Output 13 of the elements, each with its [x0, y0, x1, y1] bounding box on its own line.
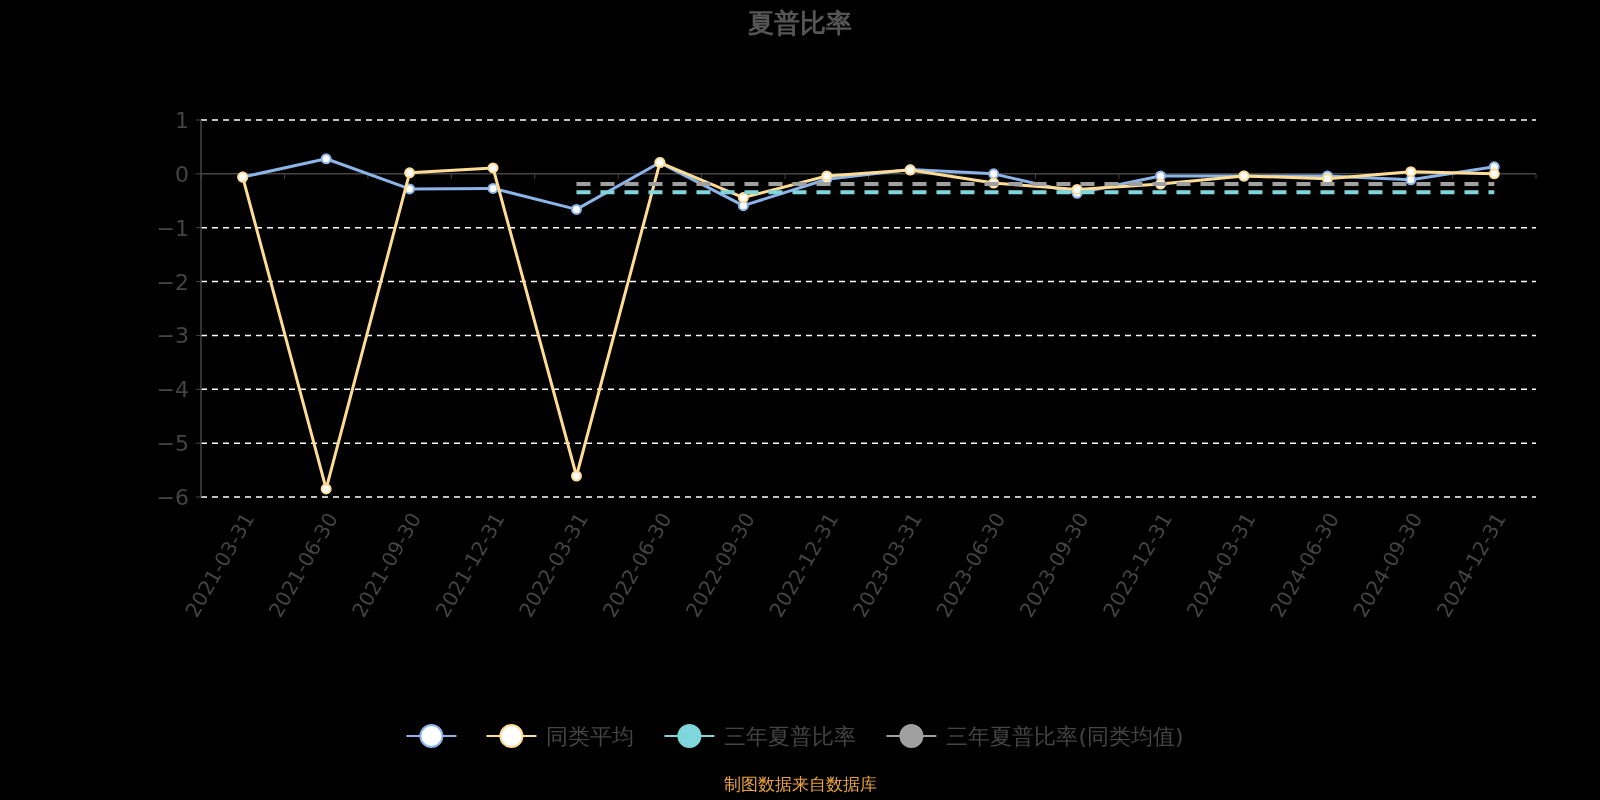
y-tick-label: 1: [175, 108, 189, 133]
legend-label: 三年夏普比率(同类均值): [946, 724, 1184, 749]
chart-title: 夏普比率: [747, 8, 852, 38]
y-tick-label: −6: [156, 485, 189, 510]
y-tick-label: −5: [156, 431, 189, 457]
y-tick-label: 0: [175, 161, 189, 187]
text: 制图数据来自数据库: [723, 774, 877, 794]
y-tick-label: −1: [156, 215, 189, 241]
y-tick-label: −4: [156, 377, 189, 403]
y-tick-label: −3: [156, 323, 189, 349]
legend-label: 三年夏普比率: [724, 724, 857, 749]
y-tick-label: −2: [156, 269, 189, 295]
legend-label: 同类平均: [546, 724, 635, 749]
